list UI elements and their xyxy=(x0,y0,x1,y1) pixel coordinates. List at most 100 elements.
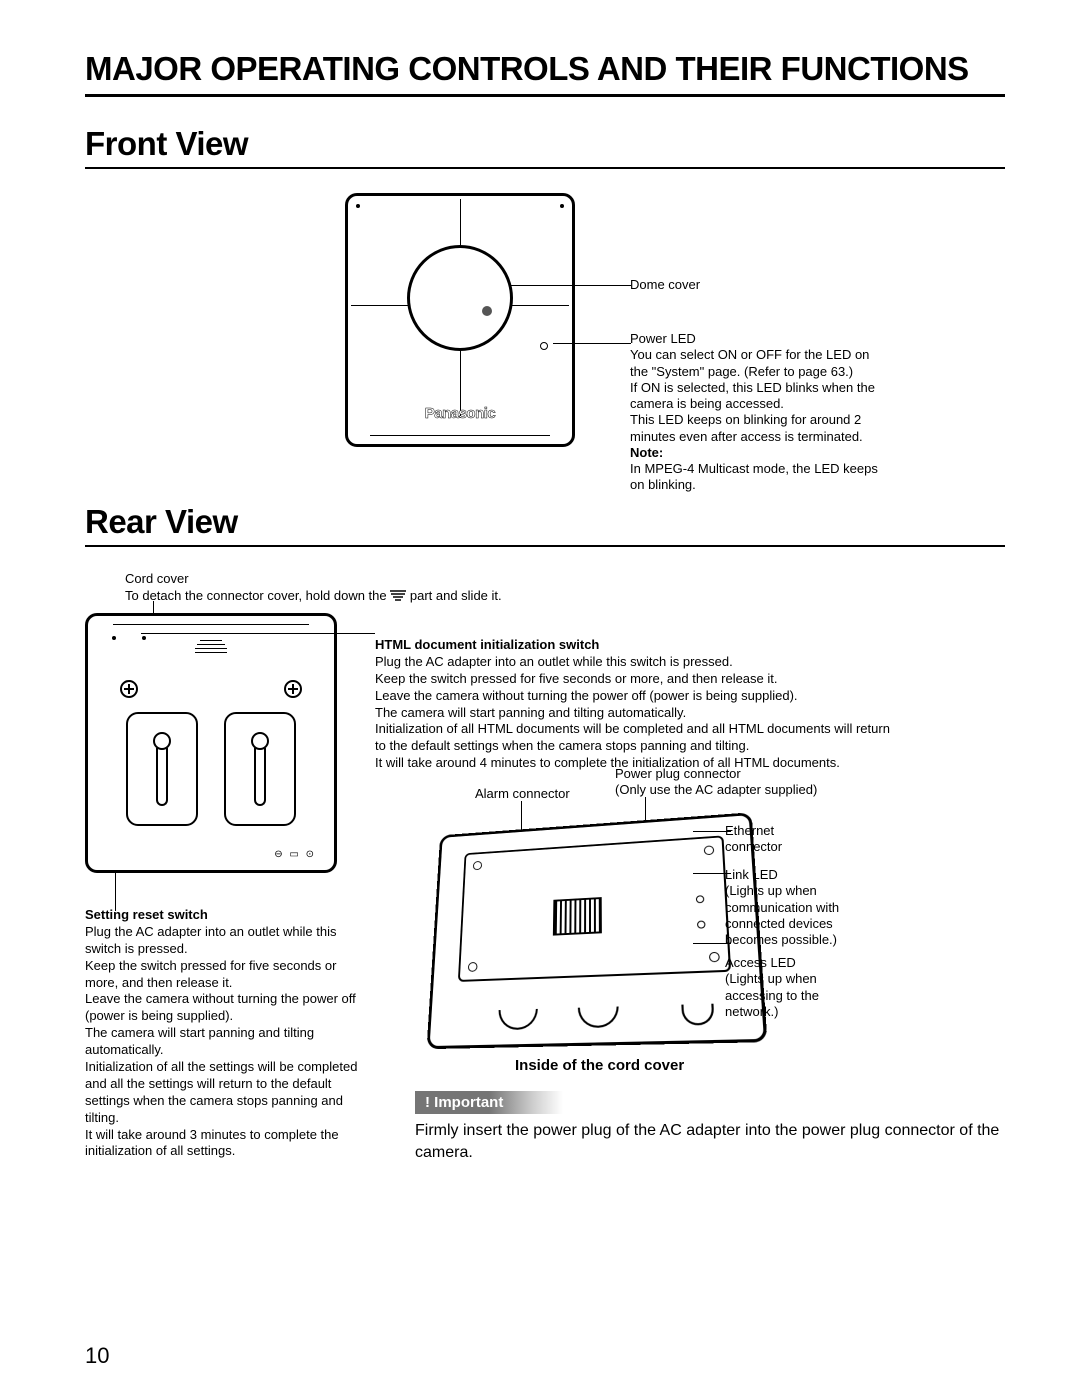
power-plug-title: Power plug connector xyxy=(615,766,817,782)
cord-cover-block: Cord cover To detach the connector cover… xyxy=(125,571,502,607)
setting-reset-line: automatically. xyxy=(85,1042,395,1059)
power-led-line: If ON is selected, this LED blinks when … xyxy=(630,380,878,396)
cable-hole xyxy=(681,1004,714,1026)
ethernet-title: Ethernet xyxy=(725,823,782,839)
dome-cover-label: Dome cover xyxy=(630,277,700,293)
setting-reset-line: and all the settings will return to the … xyxy=(85,1076,395,1093)
led-dot xyxy=(697,920,706,928)
setting-reset-line: It will take around 3 minutes to complet… xyxy=(85,1127,395,1144)
link-led-line: (Lights up when xyxy=(725,883,839,899)
power-led-line: This LED keeps on blinking for around 2 xyxy=(630,412,878,428)
access-led-line: accessing to the xyxy=(725,988,819,1004)
brand-label: Panasonic xyxy=(425,405,496,422)
ethernet-connector-label: Ethernet connector xyxy=(725,823,782,856)
leader-line xyxy=(115,871,116,911)
setting-reset-line: (power is being supplied). xyxy=(85,1008,395,1025)
html-init-title: HTML document initialization switch xyxy=(375,637,1015,654)
connector-body xyxy=(427,812,768,1049)
slide-grip-icon xyxy=(390,590,406,607)
power-led-line: the "System" page. (Refer to page 63.) xyxy=(630,364,878,380)
screw-icon xyxy=(468,962,478,972)
front-view-diagram: Panasonic xyxy=(345,193,575,447)
bottom-icons: ⊖ ▭ ⊙ xyxy=(274,849,316,860)
link-led-title: Link LED xyxy=(725,867,839,883)
link-led-line: becomes possible.) xyxy=(725,932,839,948)
important-label: ! Important xyxy=(415,1091,563,1114)
link-led-line: communication with xyxy=(725,900,839,916)
mount-slot xyxy=(224,712,296,826)
lens-dot xyxy=(482,306,492,316)
html-init-switch-block: HTML document initialization switch Plug… xyxy=(375,637,1015,772)
camera-front-body: Panasonic xyxy=(345,193,575,447)
power-led-title: Power LED xyxy=(630,331,878,347)
front-view-area: Panasonic Dome cover Power LED You can s… xyxy=(85,193,1005,493)
cord-cover-before: To detach the connector cover, hold down… xyxy=(125,588,390,603)
power-led-indicator xyxy=(540,342,548,350)
screw-icon xyxy=(473,861,482,870)
screw-icon xyxy=(120,680,138,698)
camera-rear-body: ⊖ ▭ ⊙ xyxy=(85,613,337,873)
keyhole-slot xyxy=(153,732,171,750)
html-init-line: Plug the AC adapter into an outlet while… xyxy=(375,654,1015,671)
access-led-line: network.) xyxy=(725,1004,819,1020)
leader-line xyxy=(553,343,631,344)
corner-dot xyxy=(560,204,564,208)
html-init-line: to the default settings when the camera … xyxy=(375,738,1015,755)
setting-reset-line: Keep the switch pressed for five seconds… xyxy=(85,958,395,975)
cord-cover-desc: To detach the connector cover, hold down… xyxy=(125,588,502,607)
setting-reset-line: initialization of all settings. xyxy=(85,1143,395,1160)
setting-reset-title: Setting reset switch xyxy=(85,907,395,924)
leader-line xyxy=(505,285,631,286)
corner-dot xyxy=(356,204,360,208)
link-led-line: connected devices xyxy=(725,916,839,932)
power-led-line: camera is being accessed. xyxy=(630,396,878,412)
pinhole xyxy=(112,636,116,640)
html-init-line: Initialization of all HTML documents wil… xyxy=(375,721,1015,738)
front-view-heading: Front View xyxy=(85,125,1005,169)
bottom-strip xyxy=(370,435,549,436)
cord-cover-after: part and slide it. xyxy=(410,588,502,603)
important-box: ! Important Firmly insert the power plug… xyxy=(415,1091,1005,1163)
screw-icon xyxy=(709,952,720,963)
screw-icon xyxy=(704,845,715,855)
connector-ports xyxy=(553,897,602,936)
power-led-block: Power LED You can select ON or OFF for t… xyxy=(630,331,878,494)
access-led-line: (Lights up when xyxy=(725,971,819,987)
main-title: MAJOR OPERATING CONTROLS AND THEIR FUNCT… xyxy=(85,50,1005,97)
html-init-line: The camera will start panning and tiltin… xyxy=(375,705,1015,722)
manual-page: MAJOR OPERATING CONTROLS AND THEIR FUNCT… xyxy=(0,0,1080,1397)
setting-reset-line: Plug the AC adapter into an outlet while… xyxy=(85,924,395,941)
setting-reset-line: Initialization of all the settings will … xyxy=(85,1059,395,1076)
pinhole xyxy=(142,636,146,640)
html-init-line: Keep the switch pressed for five seconds… xyxy=(375,671,1015,688)
setting-reset-line: more, and then release it. xyxy=(85,975,395,992)
rear-view-area: Cord cover To detach the connector cover… xyxy=(85,571,1005,1211)
important-body: Firmly insert the power plug of the AC a… xyxy=(415,1120,1005,1163)
inner-cavity xyxy=(458,835,731,982)
page-number: 10 xyxy=(85,1343,109,1369)
top-strip xyxy=(113,624,310,626)
rear-view-heading: Rear View xyxy=(85,503,1005,547)
setting-reset-block: Setting reset switch Plug the AC adapter… xyxy=(85,907,395,1160)
access-led-title: Access LED xyxy=(725,955,819,971)
setting-reset-line: Leave the camera without turning the pow… xyxy=(85,991,395,1008)
power-led-line: minutes even after access is terminated. xyxy=(630,429,878,445)
link-led-label: Link LED (Lights up when communication w… xyxy=(725,867,839,948)
screw-icon xyxy=(284,680,302,698)
cable-hole xyxy=(578,1006,619,1028)
leader-line xyxy=(141,633,375,634)
mount-slot xyxy=(126,712,198,826)
ethernet-sub: connector xyxy=(725,839,782,855)
dome-cover xyxy=(407,245,513,351)
setting-reset-line: The camera will start panning and tiltin… xyxy=(85,1025,395,1042)
setting-reset-line: tilting. xyxy=(85,1110,395,1127)
power-led-note-line: In MPEG-4 Multicast mode, the LED keeps xyxy=(630,461,878,477)
rear-view-diagram: ⊖ ▭ ⊙ xyxy=(85,613,337,873)
power-led-note-label: Note: xyxy=(630,445,878,461)
cord-cover-title: Cord cover xyxy=(125,571,502,588)
access-led-label: Access LED (Lights up when accessing to … xyxy=(725,955,819,1020)
cable-hole xyxy=(498,1009,538,1030)
setting-reset-line: switch is pressed. xyxy=(85,941,395,958)
power-led-note-line: on blinking. xyxy=(630,477,878,493)
led-dot xyxy=(696,895,705,903)
